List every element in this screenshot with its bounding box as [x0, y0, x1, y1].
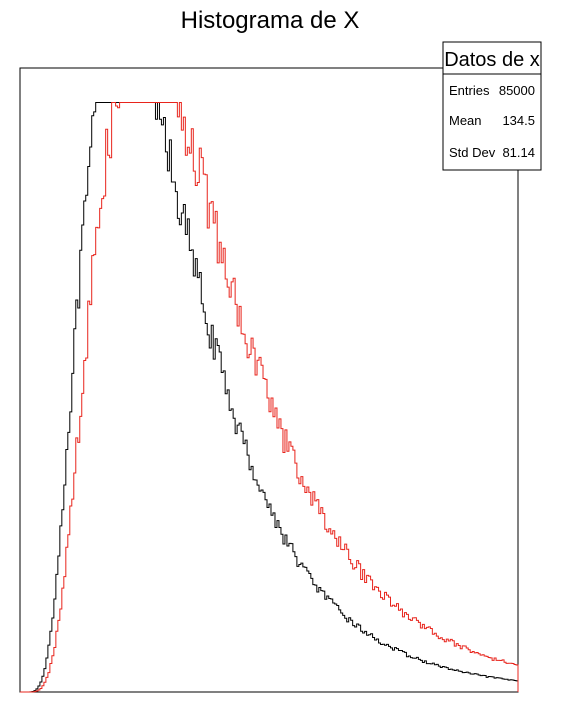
stats-value-mean: 134.5: [502, 113, 535, 128]
stats-box: Datos de x Entries 85000 Mean 134.5 Std …: [442, 41, 542, 171]
stats-box-frame: [442, 41, 542, 171]
stats-value-stddev: 81.14: [502, 145, 535, 160]
stats-value-entries: 85000: [499, 83, 535, 98]
stats-box-title: Datos de x: [444, 49, 540, 71]
stats-label-mean: Mean: [449, 113, 482, 128]
stats-label-stddev: Std Dev: [449, 145, 496, 160]
series-layer: [20, 101, 519, 693]
stats-label-entries: Entries: [449, 83, 490, 98]
histogram-series-0: [20, 101, 519, 693]
histogram-series-1: [20, 101, 519, 693]
plot-frame: [19, 67, 519, 693]
chart-title: Histograma de X: [181, 7, 360, 34]
